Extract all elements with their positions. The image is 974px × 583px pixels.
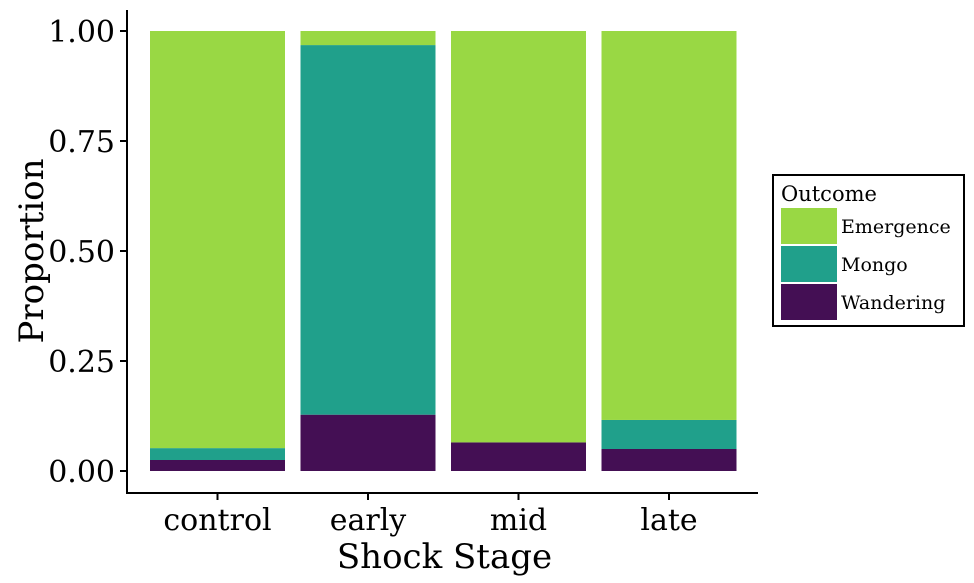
legend-label-emergence: Emergence — [841, 216, 951, 238]
x-tick-label-mid: mid — [490, 503, 547, 538]
bars-layer — [150, 31, 737, 471]
legend-title: Outcome — [781, 182, 877, 206]
legend: Outcome Emergence Mongo Wandering — [772, 174, 965, 327]
bar-control-emergence — [150, 31, 285, 449]
y-axis-ticks: 0.00 0.25 0.50 0.75 1.00 — [48, 15, 127, 490]
x-tick-label-control: control — [163, 503, 271, 538]
y-tick-label: 0.00 — [48, 455, 115, 490]
x-axis-title: Shock Stage — [337, 537, 552, 577]
legend-key-mongo — [781, 246, 837, 282]
y-tick-label: 0.75 — [48, 125, 115, 160]
bar-control-wandering — [150, 460, 285, 471]
legend-items: Emergence Mongo Wandering — [781, 208, 951, 320]
bar-early-emergence — [300, 31, 436, 46]
y-axis-title: Proportion — [12, 159, 52, 344]
bar-late-emergence — [601, 31, 737, 420]
x-tick-label-late: late — [640, 503, 697, 538]
bar-mid-emergence — [451, 31, 586, 443]
y-tick-label: 1.00 — [48, 15, 115, 50]
legend-key-emergence — [781, 208, 837, 244]
x-tick-label-early: early — [330, 503, 407, 538]
bar-mid-wandering — [451, 442, 586, 471]
x-axis-ticks: control early mid late — [163, 493, 698, 538]
legend-key-wandering — [781, 284, 837, 320]
bar-late-wandering — [601, 449, 737, 471]
bar-late-mongo — [601, 419, 737, 449]
y-tick-label: 0.25 — [48, 345, 115, 380]
y-tick-label: 0.50 — [48, 235, 115, 270]
legend-label-wandering: Wandering — [841, 292, 945, 314]
legend-label-mongo: Mongo — [841, 254, 908, 276]
bar-early-wandering — [300, 414, 436, 471]
bar-early-mongo — [300, 45, 436, 415]
bar-control-mongo — [150, 448, 285, 460]
